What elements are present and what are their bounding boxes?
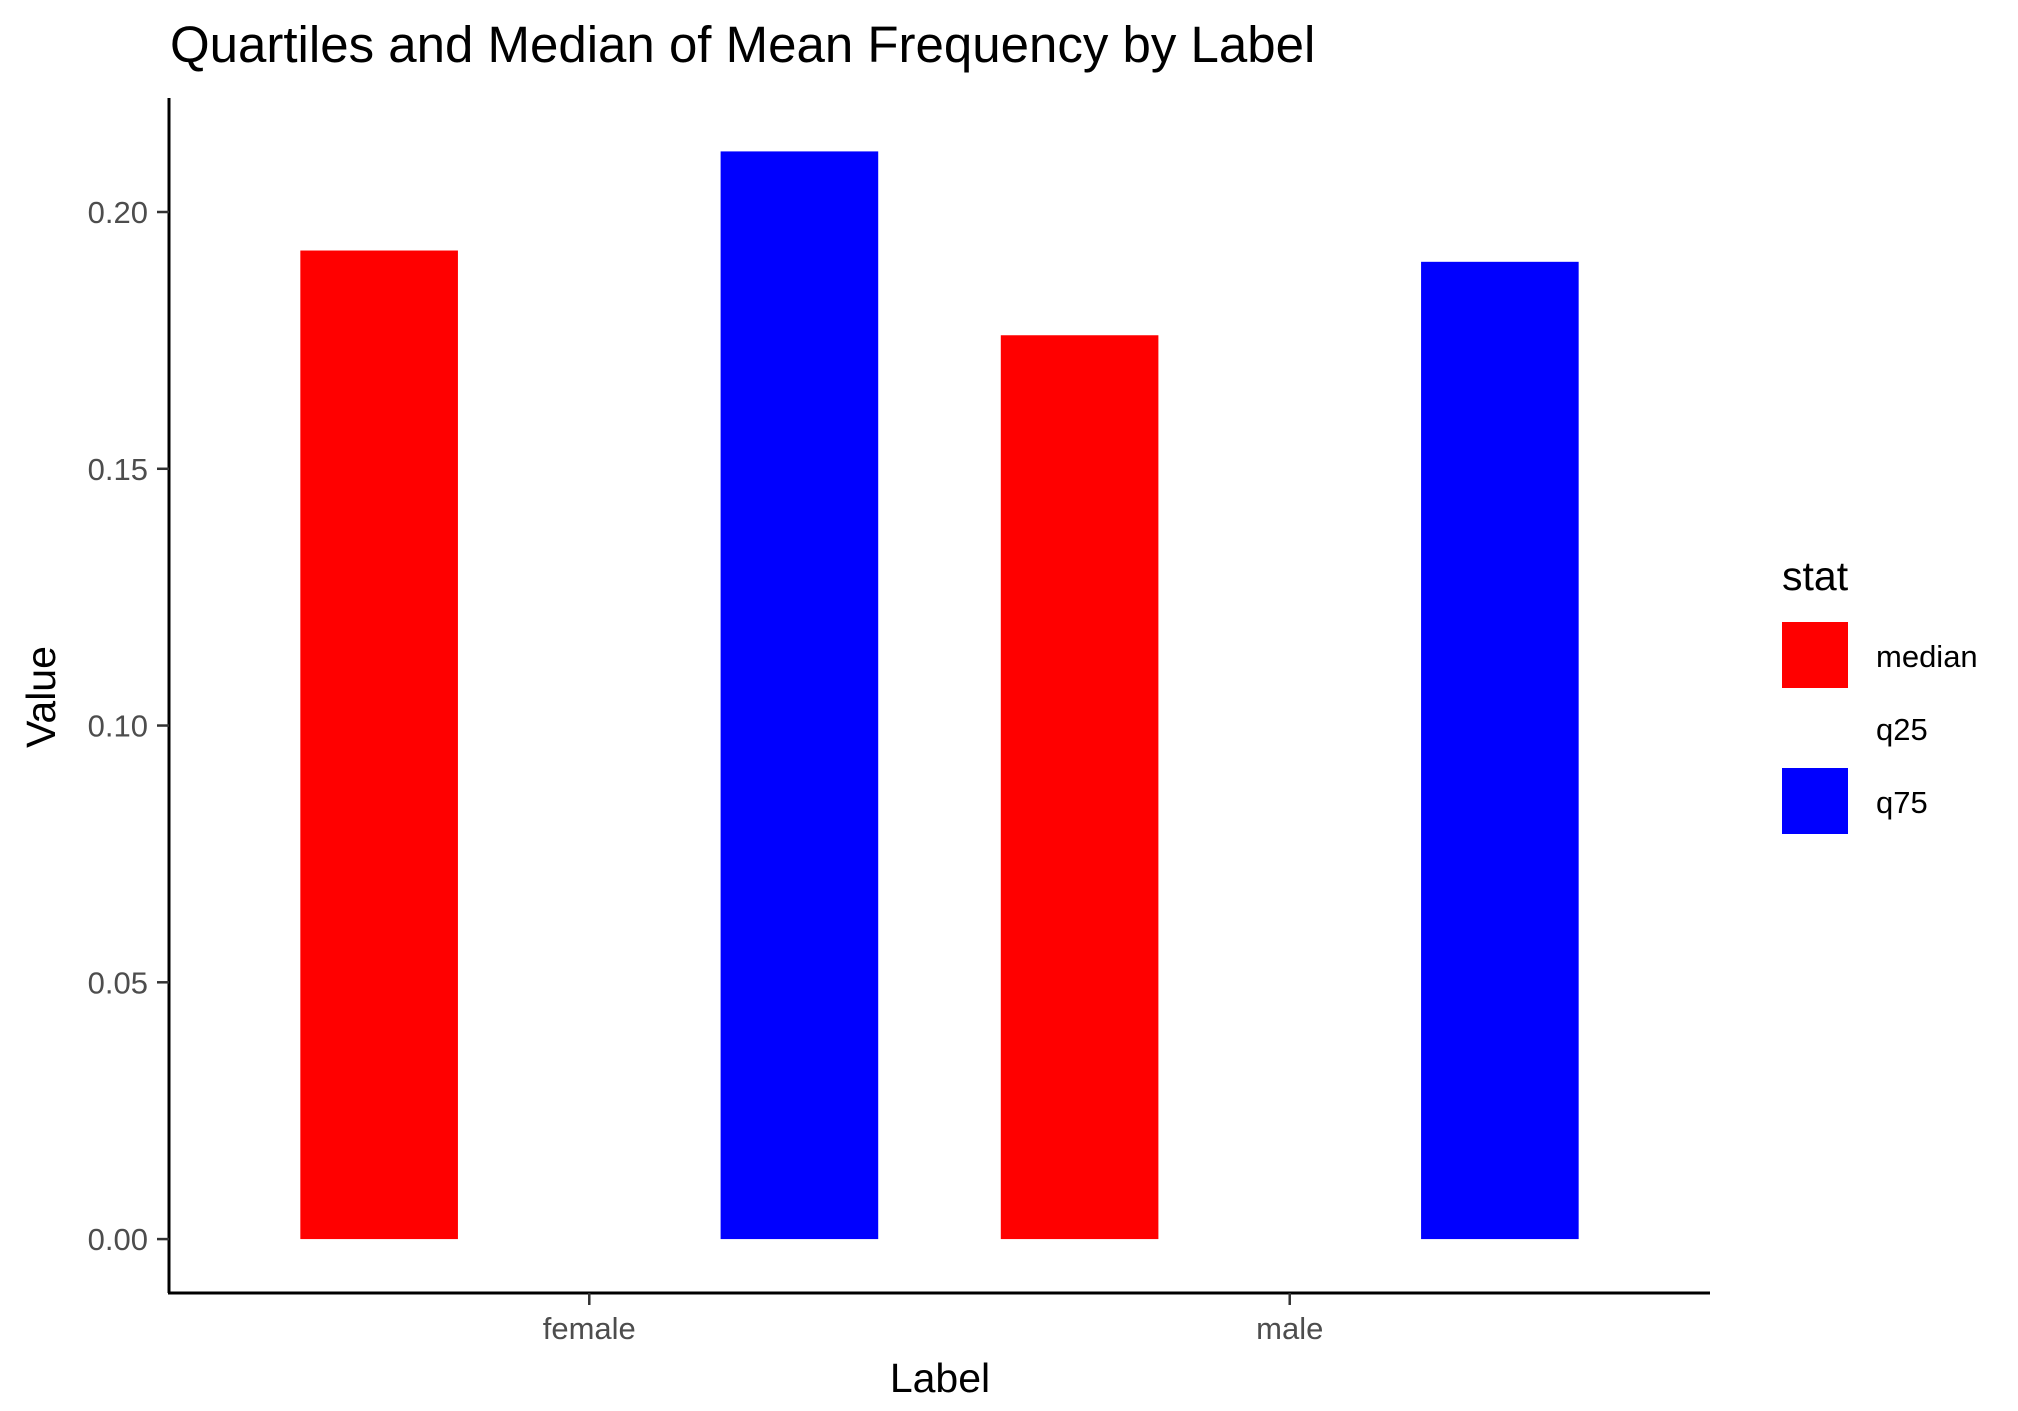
y-axis-title: Value xyxy=(18,646,64,748)
y-tick-label: 0.15 xyxy=(88,452,148,487)
bars-layer xyxy=(300,151,1579,1240)
x-tick-label: female xyxy=(543,1311,636,1346)
bar-q75-male xyxy=(1421,261,1579,1240)
x-axis: female male xyxy=(168,1291,1710,1346)
legend-key-q25 xyxy=(1782,695,1848,761)
y-tick-label: 0.10 xyxy=(88,709,148,744)
y-tick-label: 0.20 xyxy=(88,195,148,230)
chart-title: Quartiles and Median of Mean Frequency b… xyxy=(170,16,1315,73)
bar-median-female xyxy=(300,250,458,1240)
y-tick-label: 0.05 xyxy=(88,965,148,1000)
bar-q75-female xyxy=(720,151,879,1240)
legend-key-median xyxy=(1782,622,1848,688)
legend-title: stat xyxy=(1782,553,1849,599)
x-axis-title: Label xyxy=(890,1355,990,1401)
legend-label-median: median xyxy=(1876,639,1978,674)
bar-median-male xyxy=(1000,335,1159,1240)
legend: stat median q25 q75 xyxy=(1782,553,1978,834)
y-axis: 0.00 0.05 0.10 0.15 0.20 xyxy=(88,98,171,1293)
x-tick-label: male xyxy=(1256,1311,1323,1346)
legend-label-q25: q25 xyxy=(1876,712,1928,747)
legend-key-q75 xyxy=(1782,768,1848,834)
y-tick-label: 0.00 xyxy=(88,1222,148,1257)
legend-label-q75: q75 xyxy=(1876,785,1928,820)
